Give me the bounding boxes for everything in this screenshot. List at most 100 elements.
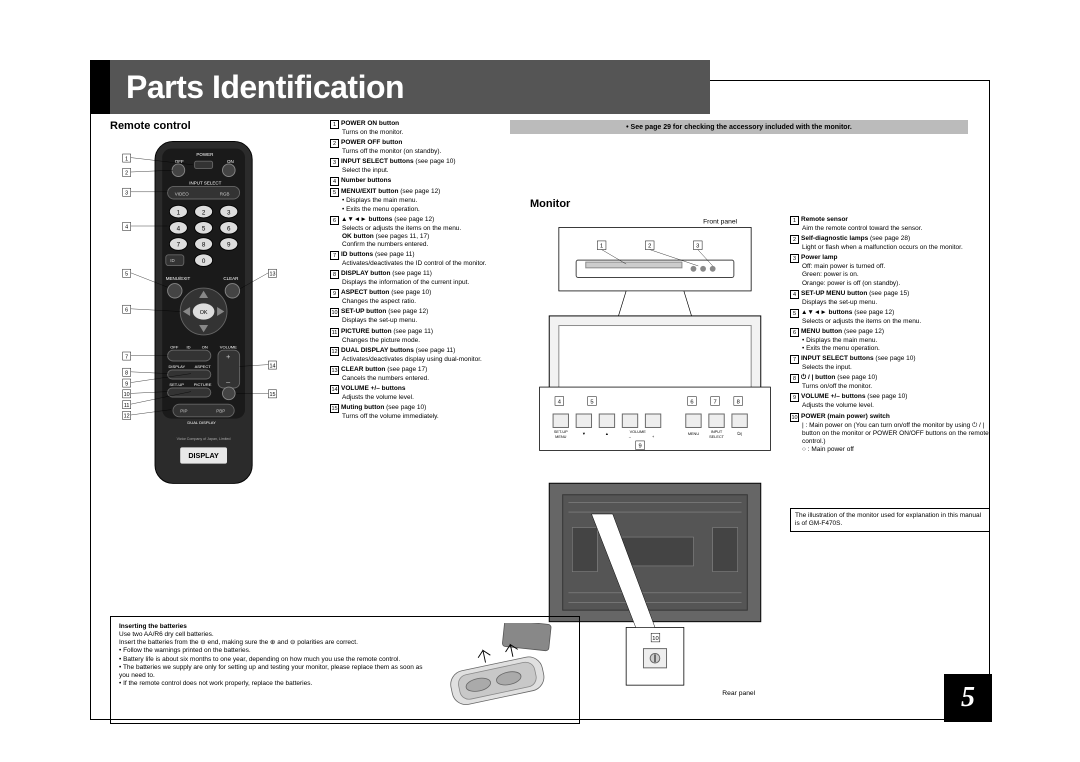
callout-number: 10 <box>790 413 799 422</box>
desc-title: DUAL DISPLAY buttons <box>341 347 414 354</box>
svg-text:7: 7 <box>177 242 181 249</box>
svg-text:ON: ON <box>227 159 234 164</box>
callout-number: 2 <box>330 139 339 148</box>
svg-text:PBP: PBP <box>216 408 225 413</box>
desc-ref: (see page 11) <box>416 347 456 354</box>
callout-number: 11 <box>330 328 339 337</box>
desc-item: 9VOLUME +/– buttons (see page 10)Adjusts… <box>790 393 990 410</box>
desc-ref: (see page 12) <box>854 309 894 316</box>
svg-text:RGB: RGB <box>220 191 230 196</box>
svg-text:5: 5 <box>590 399 593 405</box>
desc-item: 6▲▼◄► buttons (see page 12)Selects or ad… <box>330 216 520 249</box>
illustration-note: The illustration of the monitor used for… <box>790 508 990 532</box>
desc-line: • Exits the menu operation. <box>330 206 520 214</box>
svg-text:3: 3 <box>227 209 231 216</box>
callout-number: 3 <box>790 254 799 263</box>
desc-item: 2POWER OFF button Turns off the monitor (… <box>330 139 520 156</box>
desc-ref: (see page 28) <box>870 235 910 242</box>
desc-line: ○ : Main power off <box>790 446 990 454</box>
desc-ref: (see page 11) <box>375 251 415 258</box>
desc-title: POWER OFF button <box>341 139 402 146</box>
desc-item: 13CLEAR button (see page 17)Cancels the … <box>330 366 520 383</box>
desc-ref: (see page 15) <box>869 290 909 297</box>
desc-line: Turns off the monitor (on standby). <box>330 148 520 156</box>
battery-illustration <box>433 623 573 717</box>
svg-text:12: 12 <box>124 414 130 420</box>
desc-title: DISPLAY button <box>341 270 390 277</box>
desc-title: MENU/EXIT button <box>341 188 398 195</box>
desc-title: Self-diagnostic lamps <box>801 235 868 242</box>
desc-line: Select the input. <box>330 167 520 175</box>
svg-text:1: 1 <box>125 156 128 162</box>
desc-item: 5MENU/EXIT button (see page 12)• Display… <box>330 188 520 213</box>
svg-text:4: 4 <box>125 225 128 231</box>
svg-text:Front panel: Front panel <box>703 219 737 226</box>
desc-title: ▲▼◄► buttons <box>801 309 852 316</box>
desc-item: 8DISPLAY button (see page 11)Displays th… <box>330 270 520 287</box>
desc-line: Selects or adjusts the items on the menu… <box>330 225 520 233</box>
callout-number: 12 <box>330 347 339 356</box>
desc-line: Turns on the monitor. <box>330 129 520 137</box>
desc-ref: (see page 10) <box>386 404 426 411</box>
callout-number: 8 <box>790 374 799 383</box>
battery-line: • Follow the warnings printed on the bat… <box>119 647 429 655</box>
callout-number: 4 <box>330 177 339 186</box>
desc-ref: (see page 10) <box>391 289 431 296</box>
desc-line: • Exits the menu operation. <box>790 345 990 353</box>
desc-item: 5▲▼◄► buttons (see page 12)Selects or ad… <box>790 309 990 326</box>
desc-line: Changes the aspect ratio. <box>330 298 520 306</box>
svg-text:ON: ON <box>202 344 208 349</box>
desc-item: 10POWER (main power) switch| : Main powe… <box>790 413 990 455</box>
desc-item: 1Remote sensorAim the remote control tow… <box>790 216 990 233</box>
callout-number: 9 <box>330 289 339 298</box>
desc-title: VOLUME +/– buttons <box>801 393 865 400</box>
remote-diagram: OFF POWER ON INPUT SELECT VIDEO RGB <box>110 136 290 496</box>
desc-line: Activates/deactivates display using dual… <box>330 356 520 364</box>
svg-text:DUAL DISPLAY: DUAL DISPLAY <box>187 420 216 425</box>
battery-line: • The batteries we supply are only for s… <box>119 664 429 680</box>
callout-number: 6 <box>790 328 799 337</box>
desc-ref: (see page 10) <box>875 355 915 362</box>
svg-text:0: 0 <box>202 258 206 265</box>
accessory-note: • See page 29 for checking the accessory… <box>510 120 968 134</box>
manual-page: Parts Identification • See page 29 for c… <box>90 60 990 720</box>
desc-title: ASPECT button <box>341 289 389 296</box>
svg-text:SET-UP: SET-UP <box>554 430 568 434</box>
desc-line: Confirm the numbers entered. <box>330 241 520 249</box>
desc-ref: (see page 12) <box>394 216 434 223</box>
callout-number: 2 <box>790 235 799 244</box>
desc-item: 12DUAL DISPLAY buttons (see page 11) Acti… <box>330 347 520 364</box>
svg-text:OK: OK <box>200 310 208 316</box>
svg-text:VIDEO: VIDEO <box>175 191 190 196</box>
svg-text:SET-UP: SET-UP <box>169 382 184 387</box>
desc-line: Changes the picture mode. <box>330 337 520 345</box>
svg-text:14: 14 <box>269 363 275 369</box>
desc-line: Adjusts the volume level. <box>790 402 990 410</box>
svg-text:2: 2 <box>125 171 128 177</box>
callout-number: 1 <box>790 216 799 225</box>
desc-line: | : Main power on (You can turn on/off t… <box>790 422 990 446</box>
desc-line: Light or flash when a malfunction occurs… <box>790 244 990 252</box>
svg-text:OFF: OFF <box>170 344 179 349</box>
svg-text:8: 8 <box>737 399 740 405</box>
svg-text:9: 9 <box>125 381 128 387</box>
svg-text:10: 10 <box>652 636 658 642</box>
title-tab <box>90 60 110 114</box>
desc-item: 15Muting button (see page 10)Turns off t… <box>330 404 520 421</box>
desc-line: Turns off the volume immediately. <box>330 413 520 421</box>
desc-title: Number buttons <box>341 177 391 184</box>
svg-text:+: + <box>226 352 230 361</box>
desc-item: 9ASPECT button (see page 10) Changes the … <box>330 289 520 306</box>
desc-title: CLEAR button <box>341 366 385 373</box>
desc-line: Cancels the numbers entered. <box>330 375 520 383</box>
desc-line: OK button (see pages 11, 17) <box>330 233 520 241</box>
svg-text:CLEAR: CLEAR <box>223 276 239 281</box>
svg-text:11: 11 <box>124 403 130 409</box>
desc-title: PICTURE button <box>341 328 392 335</box>
battery-line: Use two AA/R6 dry cell batteries. <box>119 631 429 639</box>
desc-ref: (see page 10) <box>867 393 907 400</box>
svg-text:PICTURE: PICTURE <box>194 382 212 387</box>
svg-text:MENU: MENU <box>688 432 700 436</box>
desc-line: Displays the information of the current … <box>330 279 520 287</box>
desc-title: ▲▼◄► buttons <box>341 216 392 223</box>
